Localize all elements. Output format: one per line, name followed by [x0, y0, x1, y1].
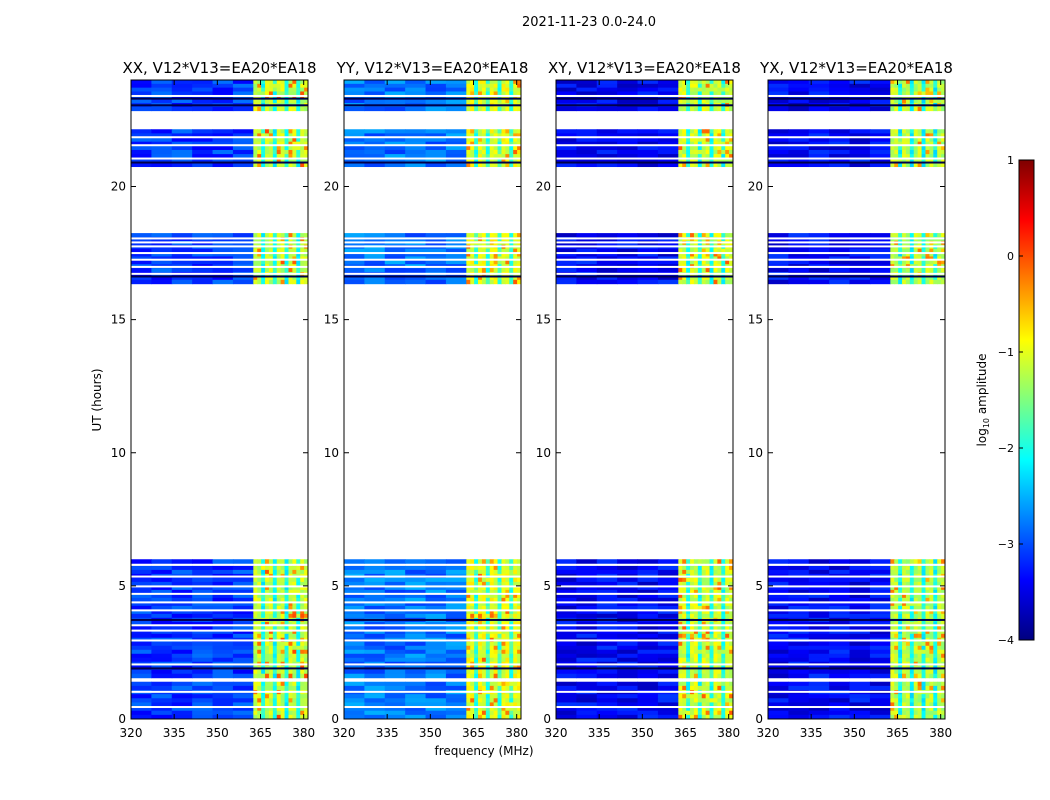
y-tick-label: 15	[748, 313, 763, 327]
y-tick-label: 5	[755, 579, 763, 593]
panel-title: YY, V12*V13=EA20*EA18	[336, 59, 529, 77]
y-tick-label: 20	[111, 180, 126, 194]
y-axis-label: UT (hours)	[90, 368, 104, 431]
colorbar-tick-label: −4	[998, 634, 1014, 647]
colorbar-ticks: 1 0 −1 −2 −3 −4	[998, 154, 1023, 647]
colorbar-tick-label: 1	[1007, 154, 1014, 167]
y-tick-label: 20	[748, 180, 763, 194]
panel-title: YX, V12*V13=EA20*EA18	[759, 59, 953, 77]
y-tick-label: 10	[111, 446, 126, 460]
y-tick-label: 0	[543, 712, 551, 726]
y-tick-label: 10	[536, 446, 551, 460]
y-tick-label: 0	[118, 712, 126, 726]
colorbar: 1 0 −1 −2 −3 −4 log10 amplitude	[975, 154, 1035, 647]
x-tick-label: 365	[249, 726, 272, 740]
heatmap-panels: XX, V12*V13=EA20*EA18 320 335 350 365 380 0 5 10…	[111, 59, 953, 740]
x-tick-label: 380	[292, 726, 315, 740]
y-tick-label: 5	[331, 579, 339, 593]
colorbar-gradient	[1018, 159, 1035, 641]
colorbar-tick-label: −2	[998, 442, 1014, 455]
panel-3: YX, V12*V13=EA20*EA18 320 335 350 365 380 0 5 10…	[748, 59, 953, 740]
y-tick-label: 15	[536, 313, 551, 327]
panel-frame	[767, 79, 946, 720]
x-tick-label: 380	[929, 726, 952, 740]
y-tick-label: 20	[324, 180, 339, 194]
x-tick-label: 320	[757, 726, 780, 740]
panel-2: XY, V12*V13=EA20*EA18 320 335 350 365 380 0 5 10…	[536, 59, 741, 740]
panel-heatmap-cells	[344, 80, 522, 720]
x-tick-label: 320	[545, 726, 568, 740]
panel-heatmap-cells	[131, 80, 309, 720]
x-tick-label: 365	[462, 726, 485, 740]
panel-heatmap-cells	[556, 80, 734, 720]
figure-suptitle: 2021-11-23 0.0-24.0	[522, 15, 656, 30]
y-tick-label: 0	[331, 712, 339, 726]
y-tick-label: 15	[324, 313, 339, 327]
x-tick-label: 335	[800, 726, 823, 740]
panel-frame	[130, 79, 309, 720]
colorbar-tick-label: −1	[998, 346, 1014, 359]
x-tick-label: 335	[163, 726, 186, 740]
panel-1: YY, V12*V13=EA20*EA18 320 335 350 365 380 0 5 10…	[324, 59, 529, 740]
x-tick-label: 350	[631, 726, 654, 740]
panel-frame	[343, 79, 522, 720]
x-tick-label: 365	[886, 726, 909, 740]
panel-heatmap-cells	[768, 80, 946, 720]
colorbar-tick-label: −3	[998, 538, 1014, 551]
y-tick-label: 15	[111, 313, 126, 327]
x-tick-label: 320	[120, 726, 143, 740]
x-tick-label: 350	[843, 726, 866, 740]
y-tick-label: 20	[536, 180, 551, 194]
x-tick-label: 365	[674, 726, 697, 740]
y-tick-label: 5	[543, 579, 551, 593]
x-tick-label: 380	[505, 726, 528, 740]
panel-0: XX, V12*V13=EA20*EA18 320 335 350 365 380 0 5 10…	[111, 59, 317, 740]
panel-title: XX, V12*V13=EA20*EA18	[122, 59, 316, 77]
panel-frame	[555, 79, 734, 720]
x-tick-label: 320	[333, 726, 356, 740]
x-tick-label: 350	[206, 726, 229, 740]
x-tick-label: 350	[419, 726, 442, 740]
x-tick-label: 380	[717, 726, 740, 740]
colorbar-label: log10 amplitude	[975, 354, 991, 447]
colorbar-tick-label: 0	[1007, 250, 1014, 263]
y-tick-label: 10	[324, 446, 339, 460]
y-tick-label: 0	[755, 712, 763, 726]
panel-title: XY, V12*V13=EA20*EA18	[548, 59, 741, 77]
y-tick-label: 10	[748, 446, 763, 460]
x-axis-label: frequency (MHz)	[434, 744, 533, 758]
y-tick-label: 5	[118, 579, 126, 593]
x-tick-label: 335	[376, 726, 399, 740]
x-tick-label: 335	[588, 726, 611, 740]
